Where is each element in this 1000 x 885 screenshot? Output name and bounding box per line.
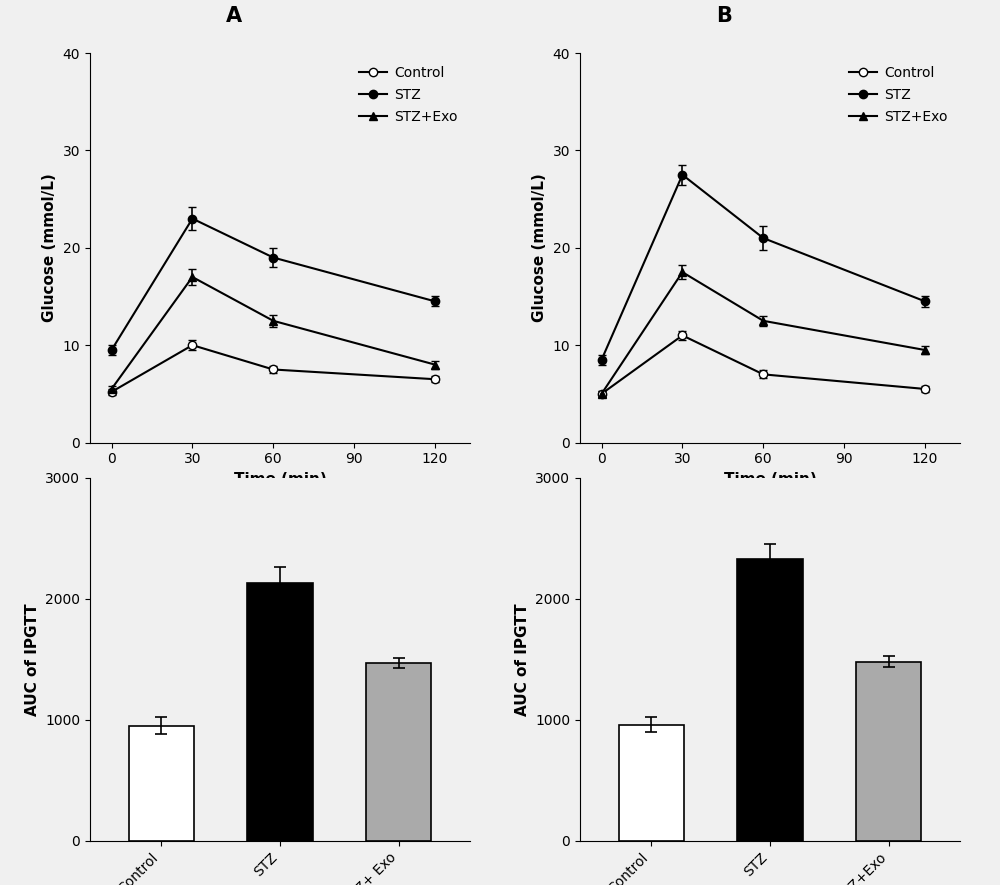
Legend: Control, STZ, STZ+Exo: Control, STZ, STZ+Exo [354,60,463,130]
Text: B: B [716,6,732,26]
Legend: Control, STZ, STZ+Exo: Control, STZ, STZ+Exo [844,60,953,130]
Bar [619,725,684,841]
Bar [129,726,194,841]
Bar [366,663,431,841]
Text: A: A [226,6,242,26]
Y-axis label: AUC of IPGTT: AUC of IPGTT [515,603,530,716]
Y-axis label: AUC of IPGTT: AUC of IPGTT [25,603,40,716]
Bar [247,583,313,841]
Bar [737,559,803,841]
Y-axis label: Glucose (mmol/L): Glucose (mmol/L) [42,173,57,322]
X-axis label: Time (min): Time (min) [724,472,816,487]
X-axis label: Time (min): Time (min) [234,472,326,487]
Y-axis label: Glucose (mmol/L): Glucose (mmol/L) [532,173,547,322]
Bar [856,662,921,841]
